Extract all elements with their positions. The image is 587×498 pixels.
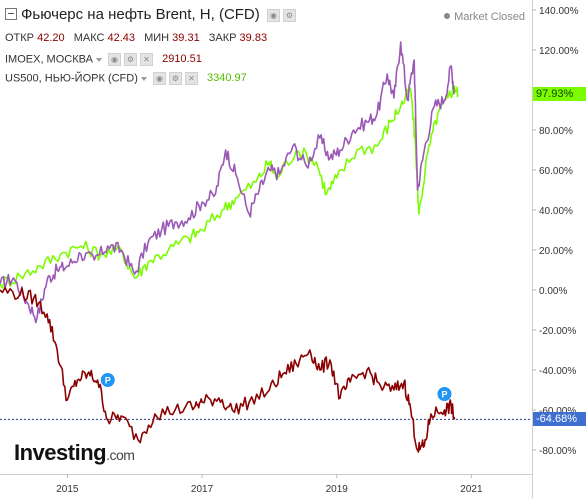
market-status: Market Closed [444, 11, 525, 23]
event-marker [437, 387, 452, 401]
y-tick-label: 120.00% [539, 46, 579, 57]
chevron-down-icon[interactable] [95, 57, 102, 62]
close-icon[interactable]: ✕ [184, 72, 198, 85]
y-tick-label: 20.00% [539, 246, 573, 257]
status-dot-icon [444, 13, 451, 20]
comparison-imoex-value: 2910.51 [162, 53, 202, 66]
series-line [0, 41, 455, 324]
ohlc-close-label: ЗАКР [208, 32, 237, 44]
collapse-icon[interactable] [5, 8, 17, 21]
close-icon[interactable]: ✕ [140, 53, 154, 66]
y-tick-label: 40.00% [539, 206, 573, 217]
event-marker-label: P [441, 390, 447, 400]
y-tick-label: -80.00% [539, 446, 576, 457]
y-tick-label: -20.00% [539, 326, 576, 337]
logo-main: Investing [14, 440, 107, 465]
y-tick-label: -60.00% [539, 406, 576, 417]
ohlc-high-label: МАКС [73, 32, 105, 44]
investing-logo: Investing.com [14, 440, 135, 466]
eye-icon[interactable]: ◉ [108, 53, 122, 66]
ohlc-row: ОТКР 42.20 МАКС 42.43 МИН 39.31 ЗАКР 39.… [5, 32, 273, 44]
market-status-label: Market Closed [454, 11, 525, 23]
event-marker-label: P [105, 376, 111, 386]
comparison-us500[interactable]: US500, НЬЮ-ЙОРК (CFD) ◉ ⚙ ✕ 3340.97 [5, 72, 247, 85]
y-axis: 140.00%120.00%100.00%80.00%60.00%40.00%2… [532, 0, 579, 498]
series-line [0, 286, 456, 453]
eye-icon[interactable]: ◉ [266, 8, 280, 22]
ohlc-close-value: 39.83 [239, 32, 268, 44]
gear-icon[interactable]: ⚙ [168, 72, 182, 85]
eye-icon[interactable]: ◉ [152, 72, 166, 85]
chart-title: Фьючерс на нефть Brent, H, (CFD) [21, 6, 260, 23]
chevron-down-icon[interactable] [140, 76, 147, 81]
series-last-value-tag: -64.68% [533, 412, 586, 427]
y-tick-label: 80.00% [539, 126, 573, 137]
ohlc-low-label: МИН [144, 32, 170, 44]
event-marker [100, 373, 115, 387]
gear-icon[interactable]: ⚙ [282, 8, 296, 22]
x-tick-label: 2015 [56, 484, 79, 495]
logo-suffix: .com [106, 447, 135, 463]
comparison-imoex[interactable]: IMOEX, МОСКВА ◉ ⚙ ✕ 2910.51 [5, 53, 202, 66]
comparison-us500-name: US500, НЬЮ-ЙОРК (CFD) [5, 72, 138, 85]
ohlc-open-value: 42.20 [37, 32, 65, 44]
x-tick-label: 2021 [460, 484, 483, 495]
gear-icon[interactable]: ⚙ [124, 53, 138, 66]
x-axis: 2015 2017 2019 2021 [0, 474, 532, 495]
comparison-imoex-name: IMOEX, МОСКВА [5, 53, 93, 66]
y-tick-label: 60.00% [539, 166, 573, 177]
series-last-value-tag: 97.93% [533, 87, 586, 101]
y-tick-label: 140.00% [539, 6, 579, 17]
ohlc-open-label: ОТКР [5, 32, 35, 44]
plot-area[interactable]: PP [0, 0, 532, 474]
x-tick-label: 2019 [326, 484, 349, 495]
chart-title-row: Фьючерс на нефть Brent, H, (CFD) ◉ ⚙ [5, 6, 296, 23]
ohlc-low-value: 39.31 [172, 32, 200, 44]
ohlc-high-value: 42.43 [107, 32, 136, 44]
series-line [0, 84, 459, 289]
y-tick-label: -40.00% [539, 366, 576, 377]
x-tick-label: 2017 [191, 484, 214, 495]
y-tick-label: 0.00% [539, 286, 567, 297]
comparison-us500-value: 3340.97 [207, 72, 247, 85]
